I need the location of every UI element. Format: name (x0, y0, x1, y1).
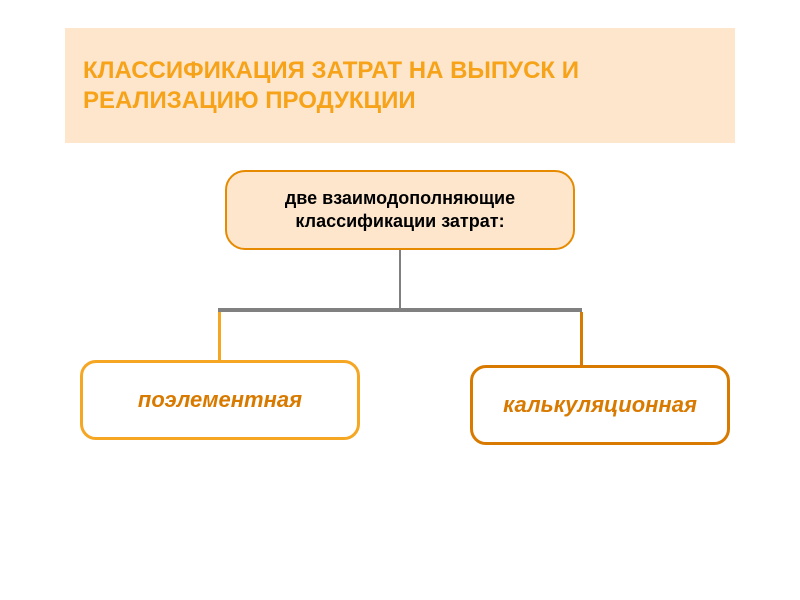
node-right: калькуляционная (470, 365, 730, 445)
connector-trunk (399, 250, 401, 310)
connector-hbar (218, 308, 582, 312)
node-root-label: две взаимодополняющие классификации затр… (227, 187, 573, 234)
slide-title: КЛАССИФИКАЦИЯ ЗАТРАТ НА ВЫПУСК И РЕАЛИЗА… (83, 56, 735, 116)
title-bar: КЛАССИФИКАЦИЯ ЗАТРАТ НА ВЫПУСК И РЕАЛИЗА… (65, 28, 735, 143)
node-left-label: поэлементная (128, 386, 312, 415)
connector-drop-right (580, 312, 583, 365)
connector-drop-left (218, 312, 221, 360)
node-root: две взаимодополняющие классификации затр… (225, 170, 575, 250)
node-right-label: калькуляционная (493, 391, 707, 420)
node-left: поэлементная (80, 360, 360, 440)
